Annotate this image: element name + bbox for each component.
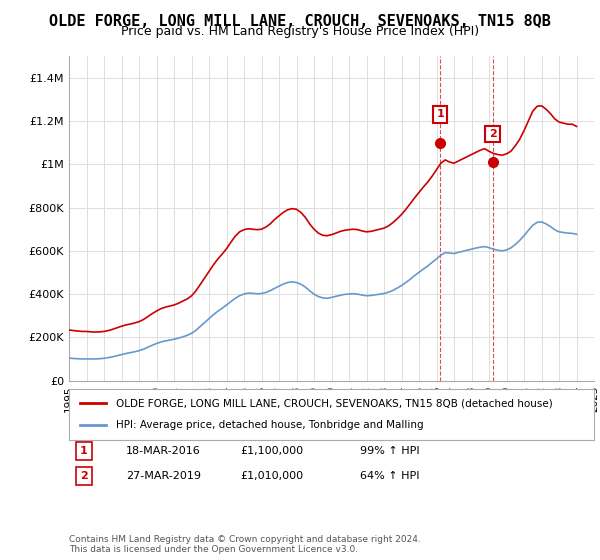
Text: HPI: Average price, detached house, Tonbridge and Malling: HPI: Average price, detached house, Tonb… [116,421,424,431]
Text: Contains HM Land Registry data © Crown copyright and database right 2024.
This d: Contains HM Land Registry data © Crown c… [69,535,421,554]
Text: OLDE FORGE, LONG MILL LANE, CROUCH, SEVENOAKS, TN15 8QB: OLDE FORGE, LONG MILL LANE, CROUCH, SEVE… [49,14,551,29]
Text: £1,100,000: £1,100,000 [240,446,303,456]
Text: 99% ↑ HPI: 99% ↑ HPI [360,446,419,456]
Text: 2: 2 [489,129,497,139]
Text: 1: 1 [436,109,444,119]
Text: 27-MAR-2019: 27-MAR-2019 [126,471,201,481]
Text: 1: 1 [80,446,88,456]
Text: Price paid vs. HM Land Registry's House Price Index (HPI): Price paid vs. HM Land Registry's House … [121,25,479,38]
Text: 18-MAR-2016: 18-MAR-2016 [126,446,201,456]
Text: OLDE FORGE, LONG MILL LANE, CROUCH, SEVENOAKS, TN15 8QB (detached house): OLDE FORGE, LONG MILL LANE, CROUCH, SEVE… [116,398,553,408]
Text: £1,010,000: £1,010,000 [240,471,303,481]
Text: 64% ↑ HPI: 64% ↑ HPI [360,471,419,481]
Text: 2: 2 [80,471,88,481]
